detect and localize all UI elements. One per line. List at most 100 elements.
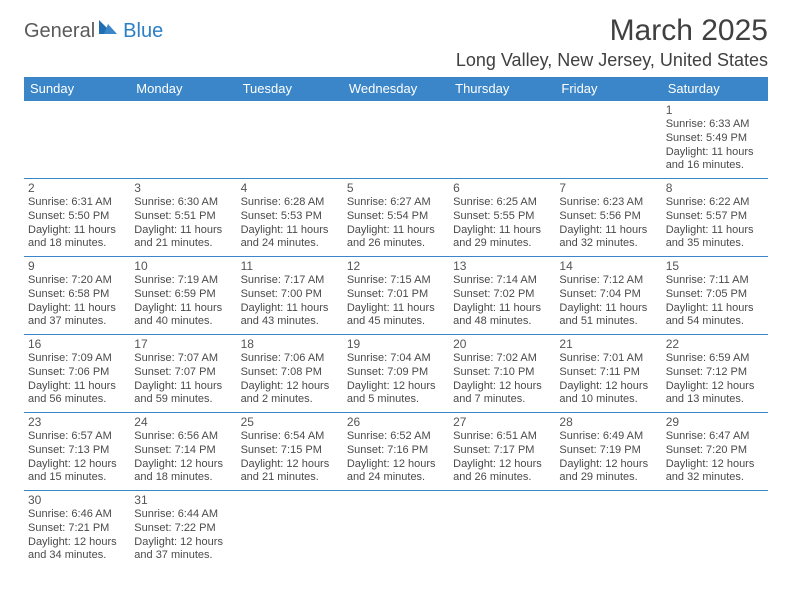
- calendar-row: 2Sunrise: 6:31 AMSunset: 5:50 PM Daylight…: [24, 179, 768, 257]
- calendar-cell: 12Sunrise: 7:15 AMSunset: 7:01 PMDayligh…: [343, 257, 449, 335]
- sunrise-text: Sunrise: 7:12 AM: [559, 274, 657, 288]
- daylight-text: Daylight: 11 hours and 16 minutes.: [666, 146, 764, 174]
- daylight-text: Daylight: 11 hours and 56 minutes.: [28, 380, 126, 408]
- sunrise-text: Sunrise: 7:20 AM: [28, 274, 126, 288]
- calendar-cell: [343, 491, 449, 569]
- sunset-text: Sunset: 7:00 PM: [241, 288, 339, 302]
- day-number: 7: [559, 181, 657, 196]
- sunrise-text: Sunrise: 6:56 AM: [134, 430, 232, 444]
- sunrise-text: Sunrise: 7:04 AM: [347, 352, 445, 366]
- calendar-cell: 11Sunrise: 7:17 AMSunset: 7:00 PMDayligh…: [237, 257, 343, 335]
- sunset-text: Sunset: 7:06 PM: [28, 366, 126, 380]
- day-number: 16: [28, 337, 126, 352]
- weekday-header: Thursday: [449, 77, 555, 101]
- daylight-text: Daylight: 11 hours and 54 minutes.: [666, 302, 764, 330]
- sunrise-text: Sunrise: 6:27 AM: [347, 196, 445, 210]
- calendar-cell: 17Sunrise: 7:07 AMSunset: 7:07 PMDayligh…: [130, 335, 236, 413]
- day-number: 3: [134, 181, 232, 196]
- daylight-text: Daylight: 11 hours and 40 minutes.: [134, 302, 232, 330]
- sunset-text: Sunset: 7:17 PM: [453, 444, 551, 458]
- sunset-text: Sunset: 7:20 PM: [666, 444, 764, 458]
- day-number: 15: [666, 259, 764, 274]
- daylight-text: Daylight: 12 hours and 37 minutes.: [134, 536, 232, 564]
- daylight-text: Daylight: 12 hours and 21 minutes.: [241, 458, 339, 486]
- sunrise-text: Sunrise: 6:57 AM: [28, 430, 126, 444]
- logo-text-blue: Blue: [123, 20, 163, 43]
- day-number: 6: [453, 181, 551, 196]
- calendar-cell: 22Sunrise: 6:59 AMSunset: 7:12 PMDayligh…: [662, 335, 768, 413]
- calendar-cell: 25Sunrise: 6:54 AMSunset: 7:15 PMDayligh…: [237, 413, 343, 491]
- calendar-cell: [449, 491, 555, 569]
- sunset-text: Sunset: 5:57 PM: [666, 210, 764, 224]
- calendar-cell: 21Sunrise: 7:01 AMSunset: 7:11 PMDayligh…: [555, 335, 661, 413]
- day-number: 26: [347, 415, 445, 430]
- calendar-cell: [555, 101, 661, 179]
- sunset-text: Sunset: 7:12 PM: [666, 366, 764, 380]
- sunrise-text: Sunrise: 6:51 AM: [453, 430, 551, 444]
- daylight-text: Daylight: 12 hours and 32 minutes.: [666, 458, 764, 486]
- daylight-text: Daylight: 11 hours and 48 minutes.: [453, 302, 551, 330]
- daylight-text: Daylight: 12 hours and 34 minutes.: [28, 536, 126, 564]
- sunset-text: Sunset: 7:07 PM: [134, 366, 232, 380]
- day-number: 19: [347, 337, 445, 352]
- sunrise-text: Sunrise: 6:46 AM: [28, 508, 126, 522]
- title-block: March 2025 Long Valley, New Jersey, Unit…: [456, 14, 768, 71]
- sunset-text: Sunset: 7:22 PM: [134, 522, 232, 536]
- sunrise-text: Sunrise: 7:17 AM: [241, 274, 339, 288]
- calendar-row: 9Sunrise: 7:20 AMSunset: 6:58 PMDaylight…: [24, 257, 768, 335]
- calendar-row: 1Sunrise: 6:33 AMSunset: 5:49 PMDaylight…: [24, 101, 768, 179]
- weekday-header: Saturday: [662, 77, 768, 101]
- day-number: 20: [453, 337, 551, 352]
- sunset-text: Sunset: 7:04 PM: [559, 288, 657, 302]
- flag-icon: [99, 20, 121, 43]
- sunset-text: Sunset: 7:01 PM: [347, 288, 445, 302]
- calendar-cell: 1Sunrise: 6:33 AMSunset: 5:49 PMDaylight…: [662, 101, 768, 179]
- calendar-cell: [24, 101, 130, 179]
- daylight-text: Daylight: 11 hours and 59 minutes.: [134, 380, 232, 408]
- sunset-text: Sunset: 5:49 PM: [666, 132, 764, 146]
- day-number: 30: [28, 493, 126, 508]
- day-number: 14: [559, 259, 657, 274]
- sunrise-text: Sunrise: 6:25 AM: [453, 196, 551, 210]
- daylight-text: Daylight: 12 hours and 24 minutes.: [347, 458, 445, 486]
- sunrise-text: Sunrise: 6:33 AM: [666, 118, 764, 132]
- sunset-text: Sunset: 7:05 PM: [666, 288, 764, 302]
- calendar-cell: [130, 101, 236, 179]
- sunrise-text: Sunrise: 6:28 AM: [241, 196, 339, 210]
- daylight-text: Daylight: 11 hours and 37 minutes.: [28, 302, 126, 330]
- sunrise-text: Sunrise: 7:06 AM: [241, 352, 339, 366]
- sunset-text: Sunset: 7:21 PM: [28, 522, 126, 536]
- day-number: 1: [666, 103, 764, 118]
- daylight-text: Daylight: 12 hours and 7 minutes.: [453, 380, 551, 408]
- calendar-cell: [343, 101, 449, 179]
- calendar-cell: 15Sunrise: 7:11 AMSunset: 7:05 PMDayligh…: [662, 257, 768, 335]
- sunrise-text: Sunrise: 7:01 AM: [559, 352, 657, 366]
- sunset-text: Sunset: 7:19 PM: [559, 444, 657, 458]
- day-number: 11: [241, 259, 339, 274]
- day-number: 13: [453, 259, 551, 274]
- day-number: 22: [666, 337, 764, 352]
- weekday-header: Tuesday: [237, 77, 343, 101]
- weekday-header: Monday: [130, 77, 236, 101]
- day-number: 31: [134, 493, 232, 508]
- daylight-text: Daylight: 11 hours and 35 minutes.: [666, 224, 764, 252]
- day-number: 28: [559, 415, 657, 430]
- calendar-cell: 10Sunrise: 7:19 AMSunset: 6:59 PMDayligh…: [130, 257, 236, 335]
- sunrise-text: Sunrise: 7:19 AM: [134, 274, 232, 288]
- day-number: 12: [347, 259, 445, 274]
- sunrise-text: Sunrise: 6:23 AM: [559, 196, 657, 210]
- day-number: 25: [241, 415, 339, 430]
- calendar-cell: 7Sunrise: 6:23 AMSunset: 5:56 PMDaylight…: [555, 179, 661, 257]
- calendar-row: 23Sunrise: 6:57 AMSunset: 7:13 PMDayligh…: [24, 413, 768, 491]
- weekday-header: Friday: [555, 77, 661, 101]
- calendar-cell: 29Sunrise: 6:47 AMSunset: 7:20 PMDayligh…: [662, 413, 768, 491]
- calendar-cell: 27Sunrise: 6:51 AMSunset: 7:17 PMDayligh…: [449, 413, 555, 491]
- day-number: 2: [28, 181, 126, 196]
- day-number: 18: [241, 337, 339, 352]
- day-number: 24: [134, 415, 232, 430]
- day-number: 17: [134, 337, 232, 352]
- sunrise-text: Sunrise: 6:31 AM: [28, 196, 126, 210]
- day-number: 5: [347, 181, 445, 196]
- daylight-text: Daylight: 12 hours and 18 minutes.: [134, 458, 232, 486]
- sunset-text: Sunset: 5:50 PM: [28, 210, 126, 224]
